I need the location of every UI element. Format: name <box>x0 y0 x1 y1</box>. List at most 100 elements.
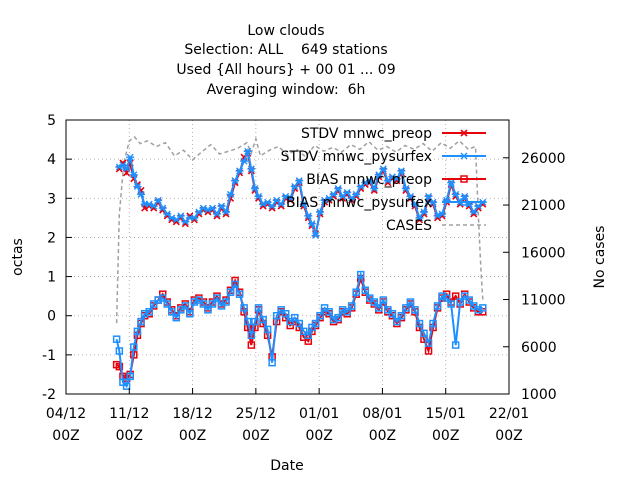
data-point <box>356 270 365 279</box>
data-point <box>479 304 487 312</box>
data-point <box>401 185 410 192</box>
legend: STDV mnwc_preop STDV mnwc_pysurfex BIAS mn… <box>281 126 486 234</box>
data-point <box>163 300 172 308</box>
x-axis-label: Date <box>270 458 303 474</box>
data-point <box>411 306 419 314</box>
data-point <box>226 190 235 198</box>
legend-marker <box>460 175 468 183</box>
y-tick-label: 4 <box>47 152 56 168</box>
data-point <box>316 311 324 320</box>
data-point <box>375 304 383 312</box>
x-tick-label-hour: 00Z <box>52 428 79 444</box>
data-point <box>243 317 252 326</box>
data-point <box>133 327 142 336</box>
data-point <box>352 288 360 296</box>
data-point <box>295 319 304 328</box>
y2-tick-label: 26000 <box>521 151 566 167</box>
data-point <box>129 171 138 179</box>
data-point <box>469 302 478 310</box>
data-point <box>365 177 374 185</box>
data-point <box>259 315 267 324</box>
title-line-3: Used {All hours} + 00 01 ... 09 <box>176 62 395 78</box>
data-point <box>379 165 388 173</box>
x-tick-label-date: 04/12 <box>46 406 86 422</box>
data-point <box>247 165 256 173</box>
data-point <box>222 298 230 306</box>
series-bias-mnwc-pysurfex <box>112 270 487 390</box>
y2-tick-label: 21000 <box>521 198 566 214</box>
legend-marker <box>460 198 468 206</box>
title-line-4: Averaging window: 6h <box>207 82 366 98</box>
data-point <box>334 185 343 192</box>
data-point <box>311 231 320 239</box>
data-point <box>268 202 277 210</box>
data-point <box>438 292 446 300</box>
data-point <box>424 347 433 355</box>
grid <box>66 120 509 394</box>
data-point <box>379 296 388 304</box>
data-point <box>263 325 272 334</box>
x-tick-label-hour: 00Z <box>369 428 396 444</box>
data-point <box>347 302 356 310</box>
data-point <box>186 310 194 318</box>
data-point <box>415 214 424 222</box>
x-tick-label-date: 18/12 <box>172 406 212 422</box>
x-tick-label-hour: 00Z <box>242 428 269 444</box>
data-point <box>447 300 455 308</box>
y2-axis-label: No cases <box>592 226 608 289</box>
data-point <box>231 177 240 185</box>
data-point <box>172 313 181 322</box>
data-point <box>447 179 456 187</box>
data-point <box>115 347 124 355</box>
data-point <box>406 298 415 306</box>
data-point <box>433 302 442 310</box>
data-point <box>190 298 199 306</box>
series-line <box>116 275 483 380</box>
data-point <box>226 288 235 296</box>
data-point <box>240 304 248 312</box>
data-point <box>370 185 379 192</box>
data-point <box>424 192 433 200</box>
data-point <box>217 202 226 210</box>
data-point <box>316 208 325 216</box>
data-point <box>247 341 256 349</box>
x-tick-label-date: 11/12 <box>109 406 149 422</box>
y2-axis-ticks: 1000 6000 11000 16000 21000 26000 <box>503 151 566 403</box>
x-tick-label-hour: 00Z <box>305 428 332 444</box>
data-point <box>168 308 176 316</box>
data-point <box>397 311 406 320</box>
data-point <box>133 183 142 191</box>
x-tick-label-hour: 00Z <box>495 428 522 444</box>
data-point <box>272 311 281 320</box>
data-point <box>126 372 134 381</box>
plot-area <box>112 135 487 390</box>
data-point <box>474 306 483 314</box>
series-stdv-mnwc-pysurfex <box>115 147 487 239</box>
data-point <box>195 296 203 304</box>
data-point <box>384 306 392 314</box>
x-tick-label-date: 25/12 <box>236 406 276 422</box>
legend-label: BIAS mnwc_preop <box>306 172 432 188</box>
data-point <box>325 308 333 316</box>
data-point <box>277 306 285 314</box>
data-point <box>307 220 316 228</box>
data-point <box>254 192 263 200</box>
data-point <box>204 306 212 314</box>
data-point <box>208 300 217 308</box>
data-point <box>442 294 451 302</box>
data-point <box>177 306 185 314</box>
series-cases <box>115 135 484 324</box>
data-point <box>181 302 190 310</box>
legend-entry: BIAS mnwc_pysurfex <box>286 195 486 211</box>
data-point <box>410 200 419 208</box>
x-tick-label-date: 01/01 <box>299 406 339 422</box>
legend-entry: STDV mnwc_preop <box>301 126 486 142</box>
data-point <box>374 171 383 179</box>
x-tick-label-date: 08/01 <box>362 406 402 422</box>
data-point <box>465 296 473 304</box>
data-point <box>286 194 295 202</box>
y2-tick-label: 11000 <box>521 293 566 309</box>
data-point <box>388 310 397 318</box>
data-point <box>115 362 124 371</box>
data-point <box>429 198 438 206</box>
